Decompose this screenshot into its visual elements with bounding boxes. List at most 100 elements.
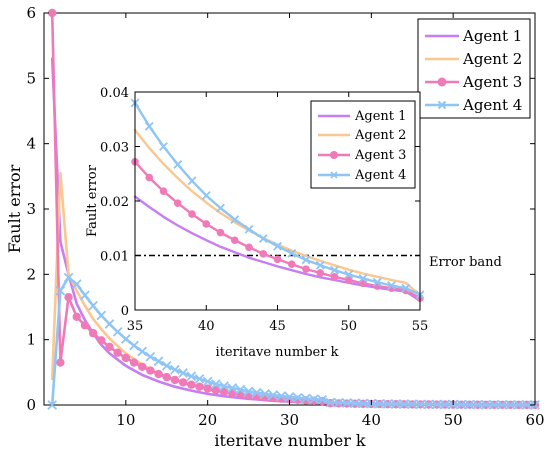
main-point-agent-3 xyxy=(138,362,147,371)
main-series-group xyxy=(47,8,540,410)
inset-point-agent-4 xyxy=(273,241,282,251)
main-point-agent-4 xyxy=(211,379,221,389)
inset-plot: 35 40 45 50 55 0 0.01 0.02 0.03 0.04 iteritave n… xyxy=(85,86,502,360)
inset-point-agent-4 xyxy=(216,203,225,213)
main-point-agent-4 xyxy=(55,285,66,296)
inset-legend-label-agent-3: Agent 3 xyxy=(354,148,406,163)
main-point-agent-3 xyxy=(203,384,212,393)
main-point-agent-3 xyxy=(64,293,73,302)
inset-point-agent-3 xyxy=(302,265,310,273)
inset-series-group xyxy=(130,98,425,302)
main-point-agent-4 xyxy=(505,399,516,410)
main-point-agent-4 xyxy=(227,383,238,393)
main-point-agent-4 xyxy=(358,398,368,409)
inset-x-tick-label: 35 xyxy=(127,319,144,334)
main-legend-marker-agent-3 xyxy=(437,77,447,87)
main-point-agent-4 xyxy=(202,376,213,387)
main-point-agent-4 xyxy=(63,272,74,283)
main-point-agent-4 xyxy=(292,392,303,403)
main-x-tick-label: 20 xyxy=(198,411,217,429)
main-x-tick-label: 40 xyxy=(362,411,381,429)
inset-legend-label-agent-1: Agent 1 xyxy=(354,109,406,124)
inset-point-agent-3 xyxy=(245,243,253,252)
main-point-agent-3 xyxy=(105,342,114,352)
main-legend-item-agent-4: Agent 4 xyxy=(425,96,522,114)
main-legend-label-agent-3: Agent 3 xyxy=(462,73,522,91)
main-point-agent-4 xyxy=(472,399,483,410)
main-x-tick-label: 10 xyxy=(116,411,135,429)
inset-point-agent-3 xyxy=(273,255,282,264)
main-point-agent-3 xyxy=(219,387,229,396)
main-point-agent-3 xyxy=(195,382,204,391)
main-point-agent-4 xyxy=(186,371,197,382)
inset-point-agent-3 xyxy=(145,173,154,182)
main-point-agent-4 xyxy=(513,399,524,410)
inset-point-agent-3 xyxy=(259,250,268,258)
main-point-agent-3 xyxy=(129,358,139,367)
inset-y-tick-label: 0.01 xyxy=(100,250,129,265)
main-point-agent-4 xyxy=(104,319,115,329)
main-point-agent-4 xyxy=(178,368,188,378)
inset-legend-item-agent-1: Agent 1 xyxy=(318,109,406,124)
inset-point-agent-3 xyxy=(230,236,239,245)
main-point-agent-4 xyxy=(96,310,107,321)
inset-point-agent-3 xyxy=(159,187,168,195)
main-point-agent-4 xyxy=(268,390,278,400)
main-point-agent-4 xyxy=(423,399,434,410)
main-legend: Agent 1 Agent 2 Agent 3 Agent 4 xyxy=(417,18,531,119)
inset-series-line-agent-2 xyxy=(133,128,422,297)
main-point-agent-4 xyxy=(333,397,344,408)
inset-point-agent-4 xyxy=(287,248,297,258)
main-point-agent-4 xyxy=(382,399,393,409)
main-point-agent-4 xyxy=(194,374,205,384)
inset-y-axis-ticks: 0 0.01 0.02 0.03 0.04 xyxy=(100,86,420,319)
main-point-agent-4 xyxy=(47,400,58,410)
main-x-tick-label: 50 xyxy=(444,411,463,429)
inset-legend-marker-agent-3 xyxy=(330,151,338,159)
main-point-agent-4 xyxy=(153,356,164,367)
main-point-agent-4 xyxy=(170,364,180,375)
main-point-agent-4 xyxy=(137,346,148,357)
main-point-agent-3 xyxy=(80,321,90,330)
inset-x-tick-label: 40 xyxy=(198,319,215,334)
inset-point-agent-4 xyxy=(244,224,254,234)
inset-y-tick-label: 0.03 xyxy=(100,141,129,156)
main-point-agent-3 xyxy=(72,312,81,321)
main-point-agent-4 xyxy=(80,290,90,301)
inset-point-agent-4 xyxy=(401,283,411,293)
main-point-agent-3 xyxy=(162,372,171,382)
main-point-agent-4 xyxy=(497,399,508,410)
main-point-agent-4 xyxy=(251,387,262,398)
main-point-agent-4 xyxy=(464,399,475,410)
main-point-agent-4 xyxy=(350,398,360,409)
inset-point-agent-4 xyxy=(387,281,396,290)
main-point-agent-3 xyxy=(146,366,155,375)
main-x-axis-ticks: 10 20 30 40 50 60 xyxy=(116,13,545,429)
main-point-agent-3 xyxy=(88,328,98,338)
inset-point-agent-4 xyxy=(159,142,168,151)
main-point-agent-4 xyxy=(284,392,295,402)
main-point-agent-4 xyxy=(407,399,418,410)
main-point-agent-4 xyxy=(243,386,254,397)
main-x-tick-label: 60 xyxy=(525,411,544,429)
inset-point-agent-4 xyxy=(372,277,382,287)
inset-point-agent-4 xyxy=(344,270,354,280)
main-legend-item-agent-1: Agent 1 xyxy=(425,27,522,45)
main-y-tick-label: 6 xyxy=(26,4,36,22)
inset-point-agent-4 xyxy=(258,234,268,244)
main-legend-label-agent-4: Agent 4 xyxy=(462,96,522,114)
inset-legend-item-agent-3: Agent 3 xyxy=(318,148,406,163)
main-point-agent-3 xyxy=(56,358,65,367)
inset-point-agent-3 xyxy=(216,228,225,237)
main-point-agent-3 xyxy=(121,353,131,363)
inset-point-agent-3 xyxy=(173,199,182,207)
inset-point-agent-4 xyxy=(173,160,183,169)
inset-x-tick-label: 50 xyxy=(340,319,357,334)
inset-point-agent-4 xyxy=(230,215,240,224)
main-point-agent-4 xyxy=(301,393,311,404)
inset-x-tick-label: 45 xyxy=(269,319,286,334)
main-point-agent-3 xyxy=(113,348,122,357)
main-y-tick-label: 0 xyxy=(26,396,36,414)
